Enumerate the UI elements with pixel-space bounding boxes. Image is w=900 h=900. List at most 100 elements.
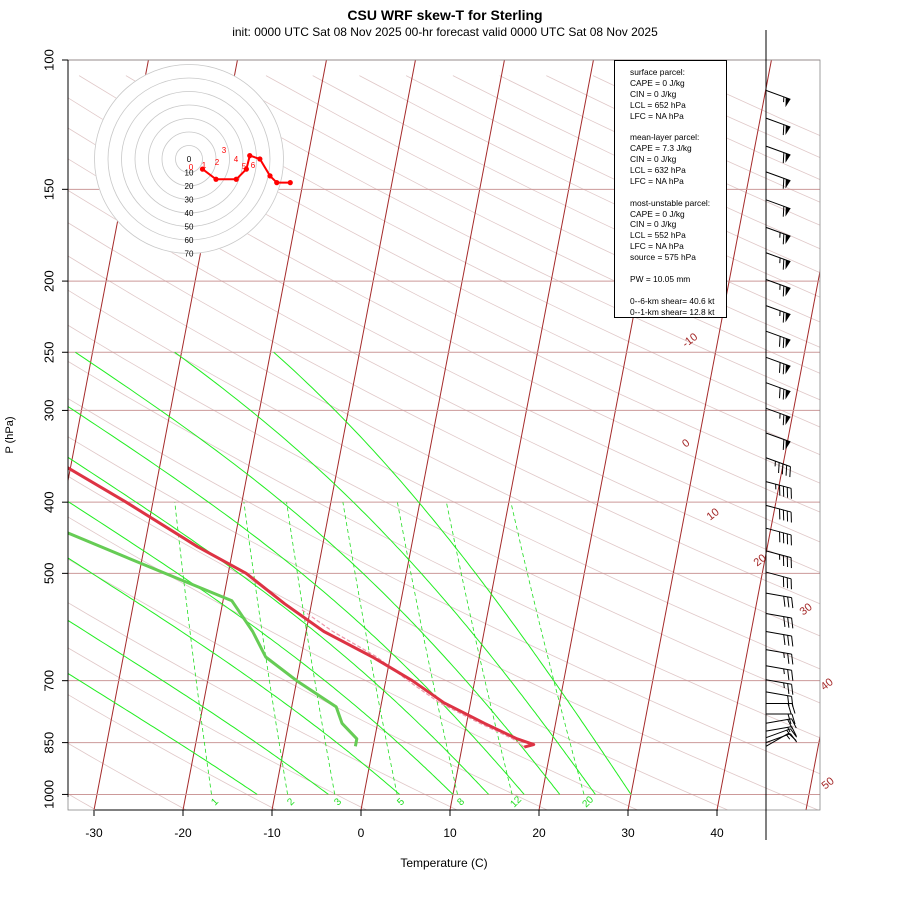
hodograph-point-label: 1 (202, 161, 207, 170)
barb-feather (788, 732, 797, 741)
barb-half-feather (783, 668, 785, 675)
hodograph-ring (94, 64, 284, 254)
hodograph-ring (121, 91, 257, 227)
info-spacer (630, 263, 726, 274)
hodograph-ring (161, 131, 217, 187)
wind-barb (765, 504, 792, 523)
barb-feather (791, 713, 796, 725)
dry-adiabat (265, 75, 820, 348)
wind-barb (765, 356, 791, 375)
hodograph-ring-label: 30 (185, 196, 194, 205)
barb-feather (791, 703, 796, 714)
barb-shaft (765, 145, 791, 156)
info-line: LFC = NA hPa (630, 241, 684, 252)
dry-adiabat (68, 127, 820, 513)
barb-pennant (785, 338, 791, 348)
hodograph-ring-label: 10 (185, 169, 194, 178)
barb-feather (785, 465, 788, 476)
hodograph-point (274, 180, 280, 186)
barb-feather (783, 596, 786, 607)
dry-adiabat (68, 255, 820, 637)
mixing-ratio-lines (174, 502, 585, 795)
wind-barb (766, 703, 796, 714)
barb-pennant (785, 415, 791, 425)
y-axis-label: P (hPa) (4, 416, 16, 453)
barb-shaft (765, 550, 792, 559)
y-tick-label: 100 (41, 49, 56, 71)
barb-pennant (785, 312, 791, 323)
dry-adiabat (68, 647, 367, 810)
y-tick-label: 250 (41, 341, 56, 363)
mixing-ratio-line (446, 502, 513, 795)
barb-half-feather (786, 734, 791, 740)
x-tick-label: -30 (85, 826, 103, 840)
barb-feather (782, 206, 785, 217)
isotherm-label: -10 (680, 331, 700, 350)
wind-barb (765, 649, 794, 665)
isotherm (271, 60, 416, 810)
dry-adiabat (68, 602, 458, 810)
wind-barb (765, 481, 792, 499)
moist-adiabat (68, 672, 258, 795)
dry-adiabats (68, 75, 820, 810)
info-line: 0--1-km shear= 12.8 kt (630, 306, 715, 317)
wind-barb (765, 305, 791, 323)
wind-barb (765, 550, 792, 569)
wind-barb (765, 432, 791, 450)
moist-adiabats (68, 351, 632, 795)
info-line: LFC = NA hPa (630, 175, 684, 186)
barb-shaft (765, 279, 791, 289)
dry-adiabat (68, 558, 548, 810)
y-tick-label: 150 (41, 178, 56, 200)
hodograph-ring-label: 60 (185, 236, 194, 245)
barb-feather (778, 462, 780, 473)
barb-shaft (765, 718, 792, 724)
dry-adiabat (68, 475, 728, 810)
hodograph-ring-label: 0 (187, 155, 192, 164)
info-line: LCL = 552 hPa (630, 230, 686, 241)
isotherm-label: 30 (798, 601, 815, 618)
hodograph-point (213, 176, 219, 182)
barb-feather (791, 726, 797, 737)
hodograph-point-label: 4 (234, 155, 239, 164)
isotherm (360, 60, 505, 810)
dry-adiabat (68, 97, 820, 484)
moist-adiabat (75, 351, 561, 795)
wind-barb (765, 252, 791, 270)
mixing-ratio-label: 8 (455, 796, 467, 808)
wind-barbs (765, 30, 798, 840)
hodograph-ring (148, 118, 230, 200)
dry-adiabat (68, 360, 820, 739)
dry-adiabat (68, 436, 819, 810)
hodograph-ring (175, 145, 203, 173)
wind-barb (765, 89, 791, 108)
y-tick-label: 400 (41, 491, 56, 513)
barb-pennant (785, 286, 791, 297)
isotherm-label: 20 (752, 552, 769, 569)
y-tick-label: 500 (41, 562, 56, 584)
barb-shaft (765, 649, 792, 655)
info-line: CAPE = 7.3 J/kg (630, 143, 692, 154)
isotherm-label: 50 (820, 775, 837, 792)
info-line: CAPE = 0 J/kg (630, 208, 685, 219)
wind-barb (765, 527, 792, 546)
mixing-ratio-line (342, 502, 398, 795)
mixing-ratio-label: 2 (285, 796, 297, 808)
hodograph-ring (134, 104, 244, 214)
hodograph-point (199, 166, 206, 172)
barb-feather (787, 653, 790, 664)
barb-shaft (765, 527, 792, 536)
isotherm-label: 0 (680, 437, 692, 450)
dewpoint-profile-line (68, 531, 359, 747)
info-line: LFC = NA hPa (630, 110, 684, 121)
wind-barb (765, 279, 791, 297)
barb-feather (783, 616, 786, 628)
barb-shaft (765, 679, 792, 685)
wind-barb (765, 382, 791, 400)
barb-shaft (765, 481, 792, 489)
hodograph-point-label: 5 (242, 162, 247, 171)
barb-shaft (765, 728, 791, 739)
dry-adiabat (68, 189, 820, 573)
barb-feather (791, 718, 797, 729)
